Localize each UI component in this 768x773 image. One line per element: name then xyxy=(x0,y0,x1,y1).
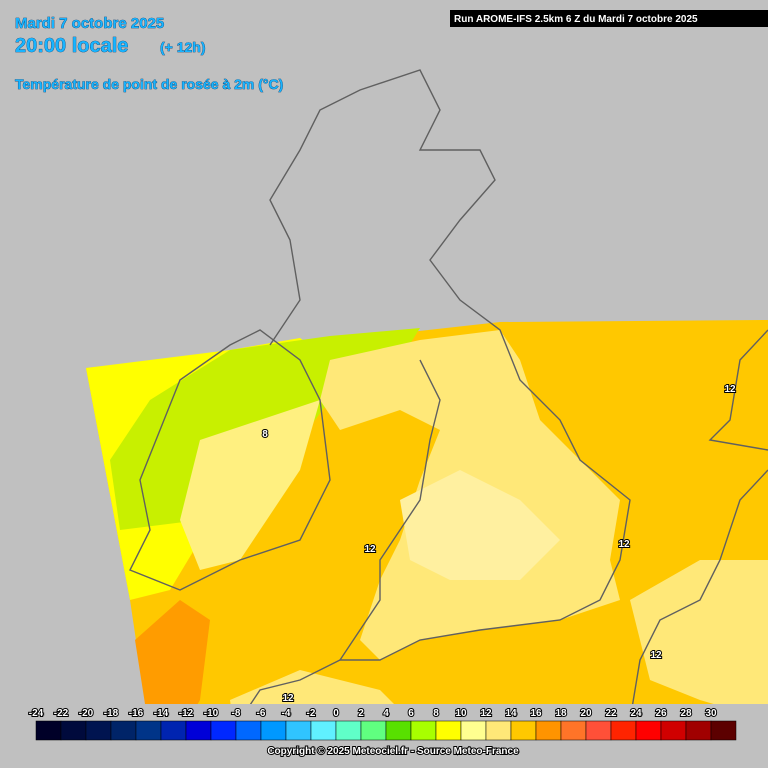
legend-label: 26 xyxy=(655,708,667,719)
contour-label: 12 xyxy=(364,544,376,555)
legend-label: 30 xyxy=(705,708,717,719)
legend-swatch xyxy=(35,720,62,741)
legend-swatch xyxy=(685,720,712,741)
continent-land xyxy=(630,560,768,720)
coastline-britain xyxy=(269,69,631,661)
legend-swatch xyxy=(85,720,112,741)
legend-label: 22 xyxy=(605,708,617,719)
legend-label: -16 xyxy=(129,708,144,719)
legend-swatch xyxy=(360,720,387,741)
legend-label: -14 xyxy=(154,708,169,719)
date: Mardi 7 octobre 2025 xyxy=(15,15,164,32)
valid-time: 20:00 locale xyxy=(15,35,128,57)
britain-light xyxy=(400,470,560,580)
legend-label: -4 xyxy=(282,708,291,719)
legend-label: -24 xyxy=(29,708,44,719)
legend-swatch xyxy=(535,720,562,741)
legend-swatch xyxy=(110,720,137,741)
legend-label: 24 xyxy=(630,708,642,719)
legend-swatch xyxy=(410,720,437,741)
legend-swatch xyxy=(660,720,687,741)
legend-label: 28 xyxy=(680,708,692,719)
legend-swatch xyxy=(710,720,737,741)
legend-swatch xyxy=(485,720,512,741)
legend-label: 12 xyxy=(480,708,492,719)
legend-swatch xyxy=(635,720,662,741)
legend-swatch xyxy=(260,720,287,741)
legend-label: -12 xyxy=(179,708,194,719)
contour-label: 12 xyxy=(618,539,630,550)
copyright: Copyright © 2025 Meteociel.fr - Source M… xyxy=(267,746,519,757)
run-info: Run AROME-IFS 2.5km 6 Z du Mardi 7 octob… xyxy=(454,14,698,25)
parameter-title: Température de point de rosée à 2m (°C) xyxy=(15,76,283,92)
legend-swatch xyxy=(135,720,162,741)
legend-label: -2 xyxy=(307,708,316,719)
legend-label: 0 xyxy=(333,708,339,719)
legend-label: -20 xyxy=(79,708,94,719)
legend-swatch xyxy=(460,720,487,741)
legend-label: -8 xyxy=(232,708,241,719)
forecast-offset: (+ 12h) xyxy=(160,39,206,55)
legend-label: 4 xyxy=(383,708,389,719)
legend-swatch xyxy=(435,720,462,741)
legend-swatch xyxy=(160,720,187,741)
legend-label: 10 xyxy=(455,708,467,719)
legend-label: -10 xyxy=(204,708,219,719)
legend: -24 -22 -20 -18 -16 -14 -12 -10 -8 -6 -4 -2 0 2 4 6 8 10 1… xyxy=(28,707,737,741)
legend-label: 2 xyxy=(358,708,364,719)
legend-label: 16 xyxy=(530,708,542,719)
run-banner xyxy=(450,10,768,27)
legend-swatch xyxy=(335,720,362,741)
legend-label: 20 xyxy=(580,708,592,719)
contour-label: 12 xyxy=(724,384,736,395)
legend-swatch xyxy=(560,720,587,741)
legend-label: 14 xyxy=(505,708,517,719)
legend-label: -6 xyxy=(257,708,266,719)
ireland-land xyxy=(180,400,320,570)
contour-label: 8 xyxy=(262,429,268,440)
legend-label: -22 xyxy=(54,708,69,719)
legend-swatch xyxy=(60,720,87,741)
coastline-continent xyxy=(629,329,768,721)
legend-swatch xyxy=(285,720,312,741)
legend-swatch xyxy=(210,720,237,741)
legend-swatch xyxy=(185,720,212,741)
contour-label: 12 xyxy=(650,650,662,661)
legend-label: 6 xyxy=(408,708,414,719)
contour-labels: 12 8 12 12 12 12 xyxy=(261,383,737,705)
legend-swatch xyxy=(510,720,537,741)
legend-label: 18 xyxy=(555,708,567,719)
legend-swatch xyxy=(385,720,412,741)
coastline-ireland xyxy=(129,329,331,591)
legend-label: -18 xyxy=(104,708,119,719)
legend-swatch xyxy=(585,720,612,741)
contour-label: 12 xyxy=(282,693,294,704)
legend-label: 8 xyxy=(433,708,439,719)
legend-swatch xyxy=(235,720,262,741)
legend-swatch xyxy=(610,720,637,741)
legend-swatch xyxy=(310,720,337,741)
